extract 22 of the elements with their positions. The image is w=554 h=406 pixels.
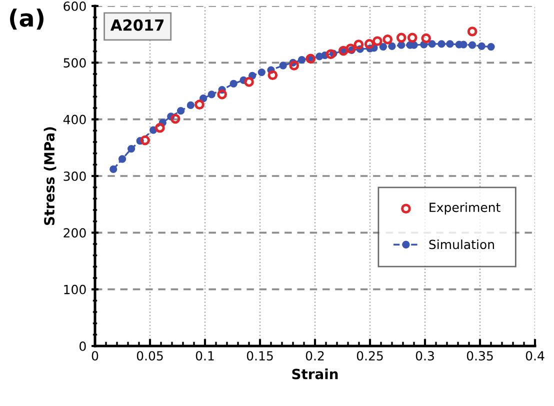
x-tick-label: 0.1 bbox=[196, 351, 214, 361]
text: (a) bbox=[10, 8, 44, 30]
y-axis-title: Stress (MPa) bbox=[44, 127, 56, 225]
legend-label: Simulation bbox=[429, 240, 494, 250]
legend-label: Experiment bbox=[430, 202, 500, 214]
x-tick-label: 0.05 bbox=[136, 351, 163, 361]
y-tick-label: 600 bbox=[64, 1, 86, 11]
x-axis-title: Strain bbox=[292, 368, 338, 380]
x-tick-label: 0 bbox=[92, 351, 98, 361]
y-tick-label: 300 bbox=[64, 171, 86, 181]
y-tick-label: 100 bbox=[64, 284, 86, 294]
x-tick-label: 0.35 bbox=[466, 351, 493, 361]
y-tick-label: 200 bbox=[64, 228, 86, 238]
x-tick-label: 0.25 bbox=[356, 351, 383, 361]
annotation: A2017 bbox=[110, 19, 164, 31]
y-tick-label: 500 bbox=[64, 58, 86, 68]
x-tick-label: 0.2 bbox=[306, 351, 324, 361]
x-tick-label: 0.15 bbox=[246, 351, 273, 361]
x-tick-label: 0.4 bbox=[526, 351, 544, 361]
y-tick-label: 0 bbox=[80, 341, 86, 351]
y-tick-label: 400 bbox=[63, 114, 86, 124]
x-tick-label: 0.3 bbox=[416, 351, 434, 361]
